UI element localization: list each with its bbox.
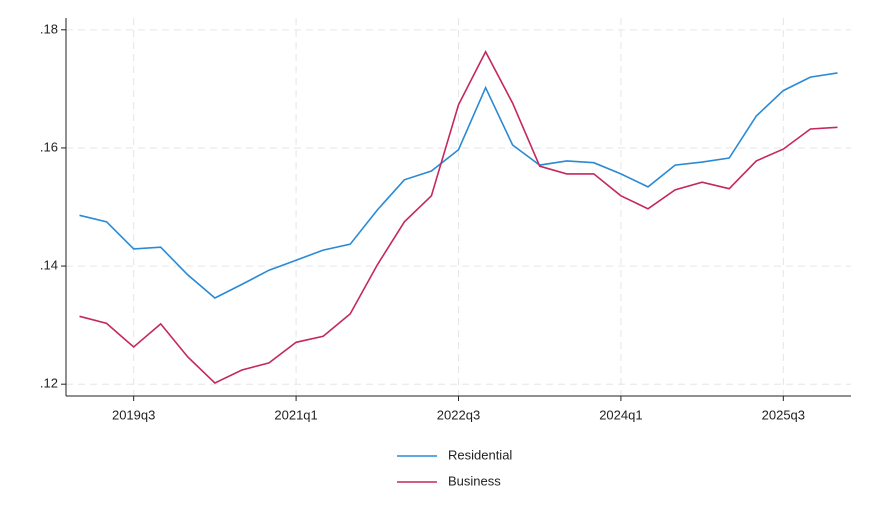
x-tick-label: 2022q3 (437, 407, 480, 422)
legend-label: Business (448, 473, 501, 488)
y-tick-label: .12 (40, 376, 58, 391)
line-series (79, 49, 838, 384)
legend-label: Residential (448, 447, 512, 462)
x-tick-label: 2025q3 (762, 407, 805, 422)
line-series (79, 72, 838, 299)
y-tick-label: .14 (40, 258, 58, 273)
y-tick-label: .16 (40, 139, 58, 154)
x-tick-label: 2024q1 (599, 407, 642, 422)
x-tick-label: 2019q3 (112, 407, 155, 422)
y-tick-label: .18 (40, 21, 58, 36)
x-tick-label: 2021q1 (274, 407, 317, 422)
